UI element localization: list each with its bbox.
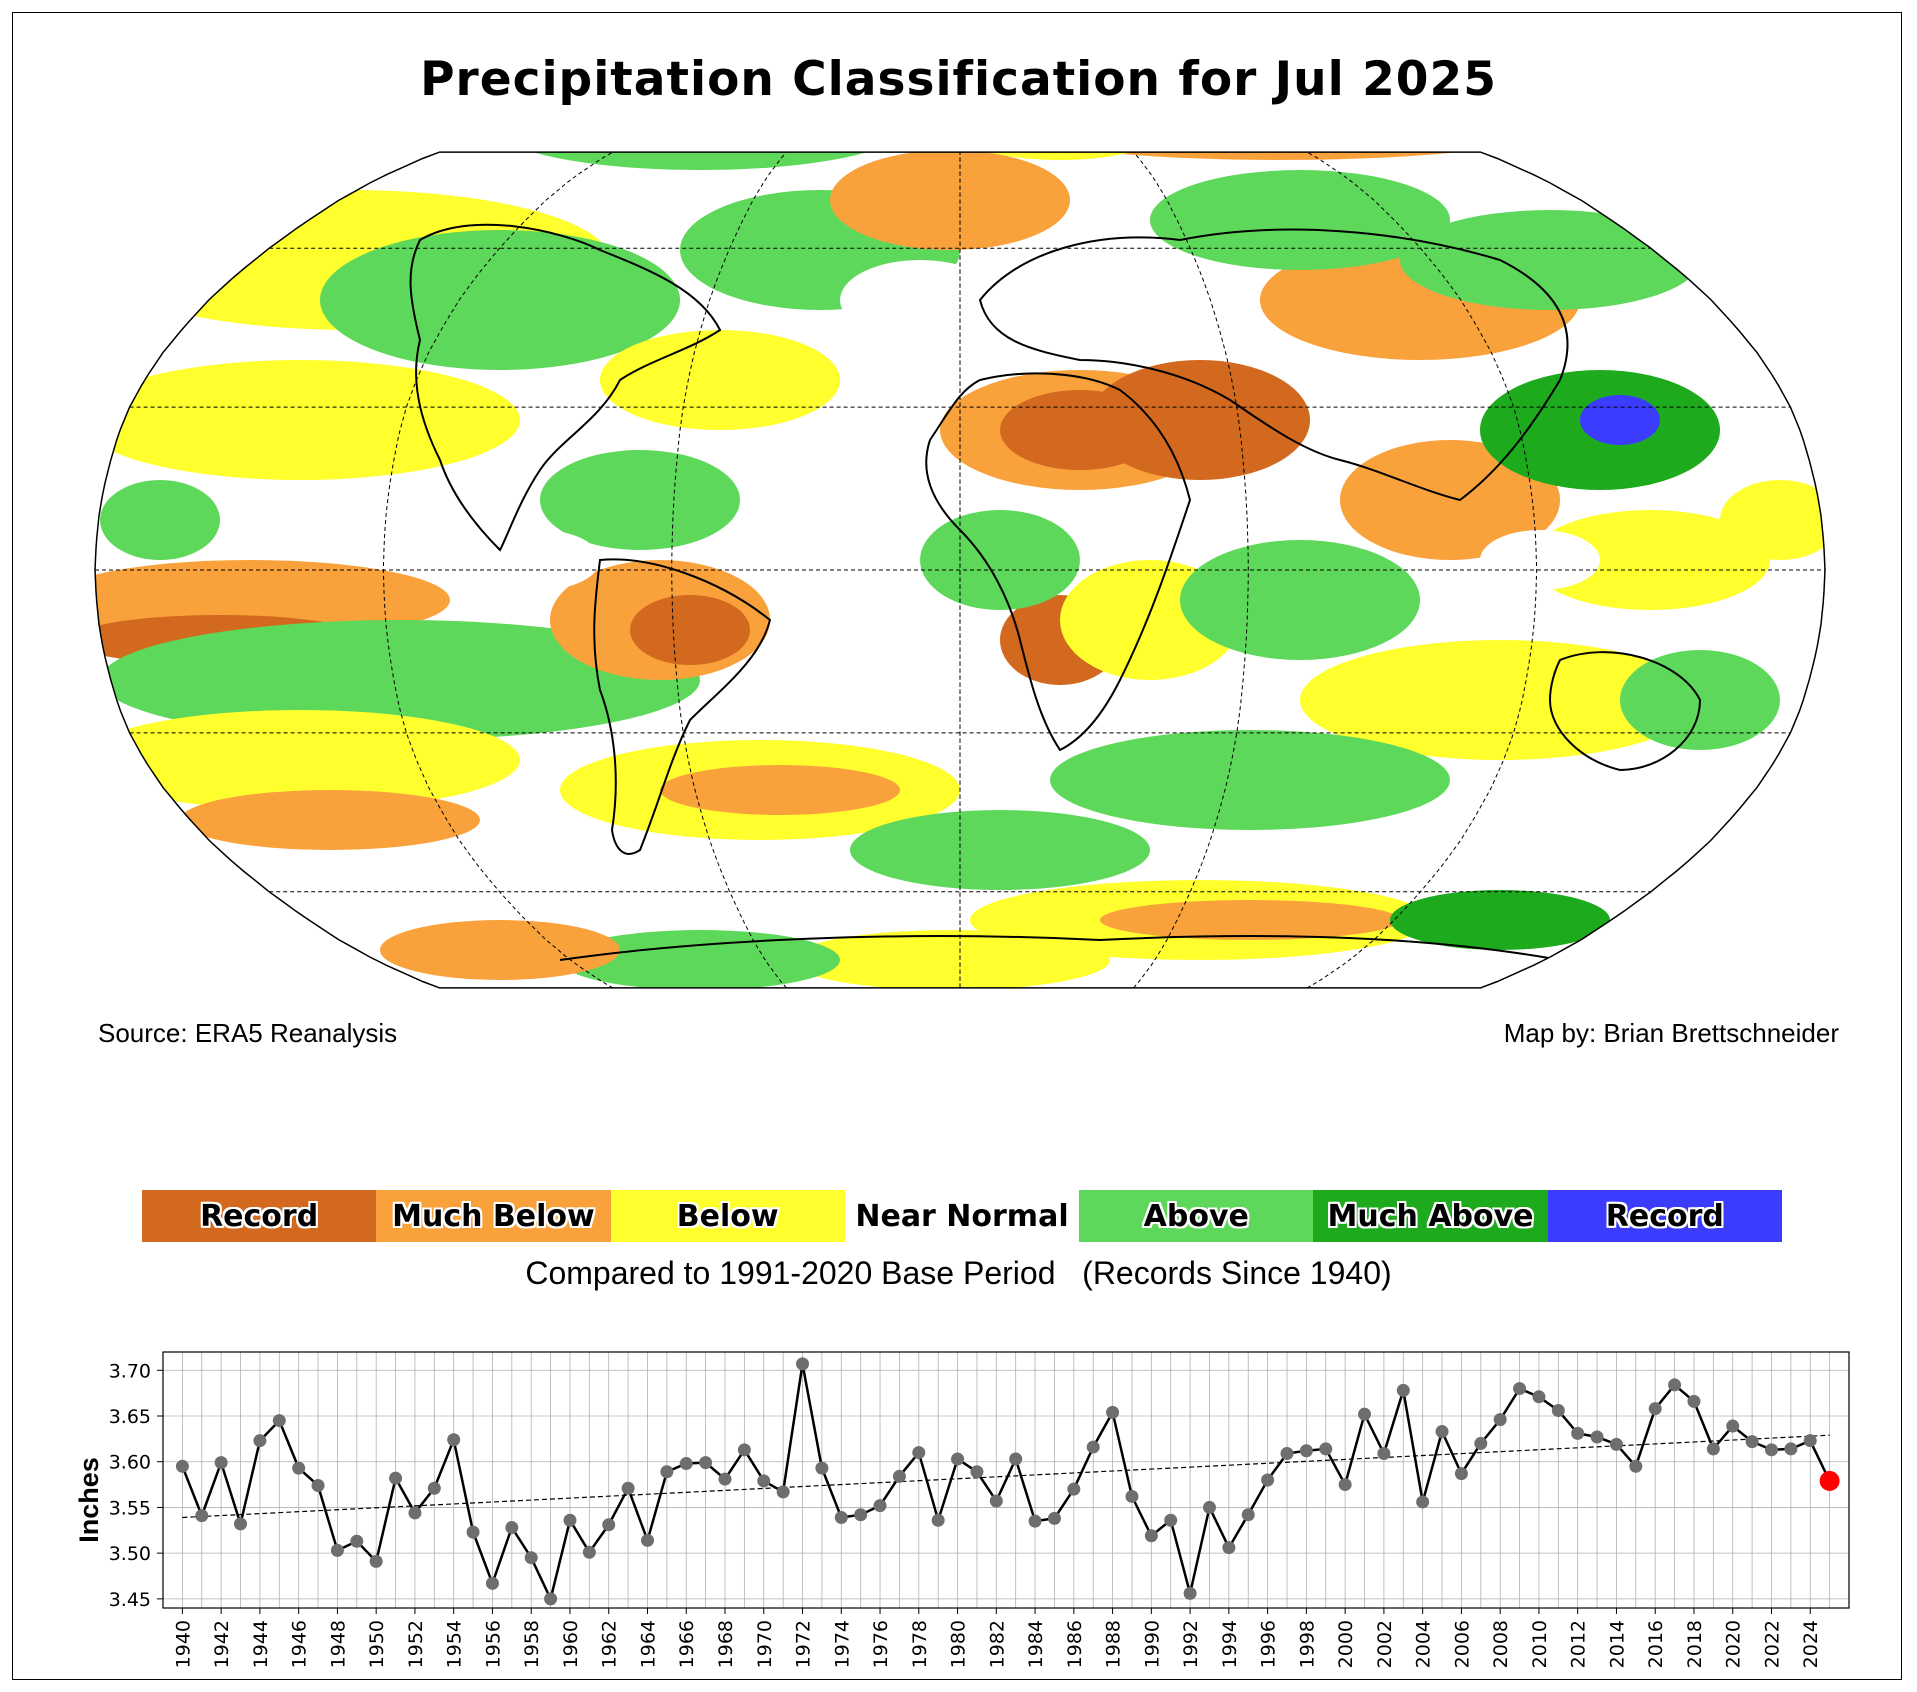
- legend-record-dry: Record: [142, 1190, 377, 1242]
- antarctica-outline: [559, 935, 1561, 961]
- eurasia-outline: [978, 228, 1569, 502]
- legend-record-wet: Record: [1547, 1190, 1782, 1242]
- meridian-line: [382, 152, 614, 988]
- legend-much-below: Much Below: [376, 1190, 611, 1242]
- meridian-line: [1306, 152, 1538, 988]
- meridian-line: [671, 152, 787, 988]
- source-label: Source: ERA5 Reanalysis: [98, 1018, 398, 1048]
- meridian-line: [1133, 152, 1249, 988]
- base-period-note: Compared to 1991-2020 Base Period (Recor…: [525, 1255, 1392, 1291]
- africa-outline: [925, 372, 1192, 752]
- legend-near-normal: Near Normal: [844, 1190, 1080, 1242]
- south-america-outline: [593, 558, 772, 855]
- graticule: [95, 152, 1825, 988]
- legend-much-above: Much Above: [1313, 1190, 1548, 1242]
- north-america-outline: [409, 223, 722, 552]
- legend-below: Below: [610, 1190, 845, 1242]
- page-title: Precipitation Classification for Jul 202…: [420, 52, 1497, 107]
- figure-frame: [12, 12, 1902, 1680]
- legend-above: Above: [1079, 1190, 1314, 1242]
- credit-label: Map by: Brian Brettschneider: [1503, 1018, 1839, 1048]
- australia-outline: [1548, 651, 1702, 772]
- color-legend: Record Much Below Below Near Normal Abov…: [142, 1190, 1782, 1242]
